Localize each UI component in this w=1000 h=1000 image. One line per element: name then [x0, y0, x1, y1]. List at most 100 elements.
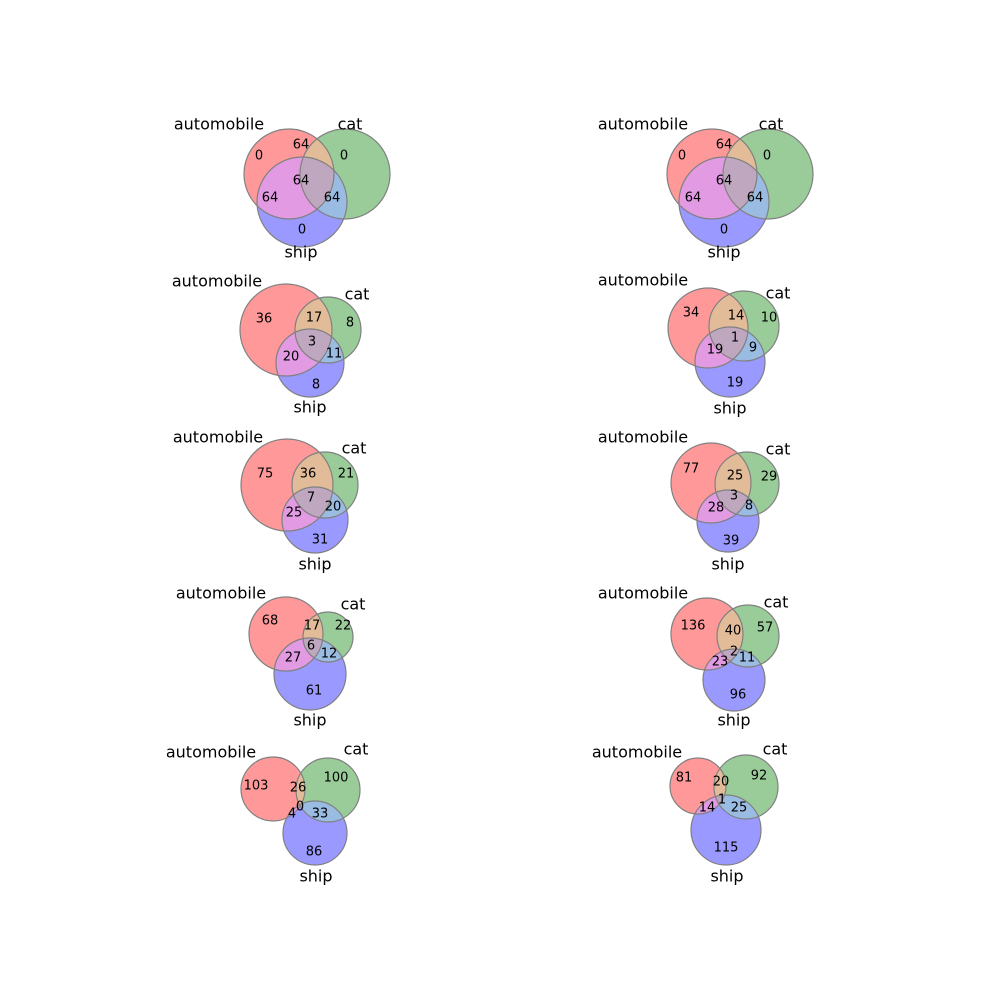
region-label-ship-only: 19	[727, 376, 744, 391]
region-label-automobile-only: 81	[676, 771, 693, 786]
region-label-cat-only: 100	[324, 771, 349, 786]
cat-set-label: cat	[766, 284, 791, 303]
region-label-cat-only: 92	[751, 769, 768, 784]
venn-diagram-9: 103 100 26 86 4 33 0 automobile cat ship	[166, 740, 369, 886]
automobile-circle-outline	[670, 597, 744, 671]
region-label-all-three: 2	[730, 645, 738, 660]
region-label-all-three: 7	[307, 491, 315, 506]
region-label-ship-only: 96	[730, 688, 747, 703]
ship-circle-outline	[275, 328, 345, 398]
region-label-automobile-cat: 14	[728, 309, 745, 324]
region-label-automobile-ship: 20	[283, 350, 300, 365]
region-label-cat-only: 57	[757, 621, 774, 636]
region-label-automobile-ship: 14	[699, 801, 716, 816]
ship-circle-outline	[696, 489, 760, 553]
cat-set-label: cat	[764, 593, 789, 612]
venn-diagram-4: 34 10 14 19 19 91 automobile cat ship	[598, 271, 791, 418]
region-label-automobile-only: 68	[262, 614, 279, 629]
region-label-automobile-only: 0	[678, 149, 686, 164]
automobile-set-label: automobile	[172, 272, 262, 291]
ship-circle-outline	[282, 800, 348, 866]
ship-set-label: ship	[284, 243, 317, 262]
region-label-cat-ship: 25	[731, 801, 748, 816]
automobile-set-label: automobile	[174, 115, 264, 134]
ship-set-label: ship	[299, 867, 332, 886]
ship-set-label: ship	[711, 555, 744, 574]
region-label-automobile-ship: 64	[262, 191, 279, 206]
region-label-cat-ship: 12	[321, 647, 338, 662]
region-label-automobile-cat: 64	[716, 138, 733, 153]
ship-set-label: ship	[298, 555, 331, 574]
region-label-automobile-only: 34	[683, 306, 700, 321]
cat-set-label: cat	[759, 115, 784, 134]
venn-diagram-3: 36 8 17 8 20 11 3 automobile cat ship	[172, 272, 370, 417]
region-label-automobile-ship: 4	[288, 807, 296, 822]
cat-circle-outline	[722, 128, 814, 220]
region-label-automobile-only: 0	[255, 149, 263, 164]
automobile-circle-outline	[243, 128, 335, 220]
region-label-cat-ship: 20	[325, 500, 342, 515]
automobile-circle-outline	[239, 283, 333, 377]
region-label-automobile-cat: 26	[290, 781, 307, 796]
ship-circle-outline	[273, 637, 347, 711]
region-label-automobile-cat: 20	[713, 775, 730, 790]
automobile-set-label: automobile	[166, 743, 256, 762]
automobile-circle-outline	[667, 287, 749, 369]
cat-set-label: cat	[345, 285, 370, 304]
automobile-set-label: automobile	[176, 584, 266, 603]
cat-set-label: cat	[342, 439, 367, 458]
automobile-circle-outline	[240, 438, 334, 532]
region-label-automobile-only: 103	[244, 779, 269, 794]
region-label-cat-ship: 64	[747, 191, 764, 206]
cat-set-label: cat	[344, 740, 369, 759]
automobile-circle-outline	[669, 757, 727, 815]
region-label-all-three: 64	[293, 174, 310, 189]
ship-circle-outline	[678, 156, 770, 248]
automobile-circle-outline	[670, 442, 752, 524]
region-label-ship-only: 61	[306, 684, 323, 699]
region-label-cat-only: 8	[346, 316, 354, 331]
automobile-ship-overlap	[703, 649, 743, 670]
cat-set-label: cat	[766, 440, 791, 459]
venn-diagram-5: 75 21 36 31 25 20 7 automobile cat ship	[173, 428, 367, 574]
region-label-automobile-only: 36	[256, 312, 273, 327]
cat-circle-outline	[714, 451, 780, 517]
cat-ship-overlap	[714, 795, 761, 819]
cat-set-label: cat	[338, 115, 363, 134]
region-label-automobile-cat: 36	[300, 467, 317, 482]
region-label-ship-only: 31	[312, 533, 329, 548]
region-label-cat-only: 22	[335, 619, 352, 634]
region-label-automobile-only: 75	[257, 467, 274, 482]
region-label-automobile-ship: 25	[286, 506, 303, 521]
ship-circle-outline	[281, 486, 349, 554]
region-label-ship-only: 86	[306, 845, 323, 860]
ship-set-label: ship	[717, 711, 750, 730]
venn-diagram-6: 77 29 25 39 28 83 automobile cat ship	[598, 428, 791, 574]
region-label-automobile-ship: 23	[712, 655, 729, 670]
region-label-cat-ship: 33	[312, 807, 329, 822]
automobile-circle-outline	[240, 756, 306, 822]
ship-circle-outline	[256, 156, 348, 248]
region-label-automobile-ship: 64	[685, 191, 702, 206]
cat-circle-outline	[294, 296, 362, 364]
venn-diagram-1: 0 0 64 0 64 64 64 automobile cat ship	[174, 115, 391, 262]
cat-circle-outline	[291, 451, 359, 519]
automobile-circle-outline	[666, 128, 758, 220]
automobile-circle	[241, 757, 305, 821]
ship-set-label: ship	[293, 398, 326, 417]
region-label-automobile-cat: 40	[725, 624, 742, 639]
automobile-circle-outline	[248, 596, 324, 672]
region-label-all-three: 3	[730, 489, 738, 504]
venn-diagram-10: 81 92 20 115 14 25 1 automobile cat ship	[592, 740, 788, 886]
cat-circle-outline	[716, 604, 780, 668]
cat-circle-outline	[713, 754, 779, 820]
region-label-cat-ship: 11	[739, 651, 756, 666]
ship-set-label: ship	[710, 867, 743, 886]
cat-circle-outline	[302, 611, 354, 663]
region-label-all-three: 1	[731, 331, 739, 346]
ship-set-label: ship	[293, 711, 326, 730]
cat-ship-overlap	[303, 638, 346, 662]
ship-set-label: ship	[713, 399, 746, 418]
venn-diagram-2: 0 0 64 0 64 64 64 automobile cat ship	[598, 115, 814, 262]
